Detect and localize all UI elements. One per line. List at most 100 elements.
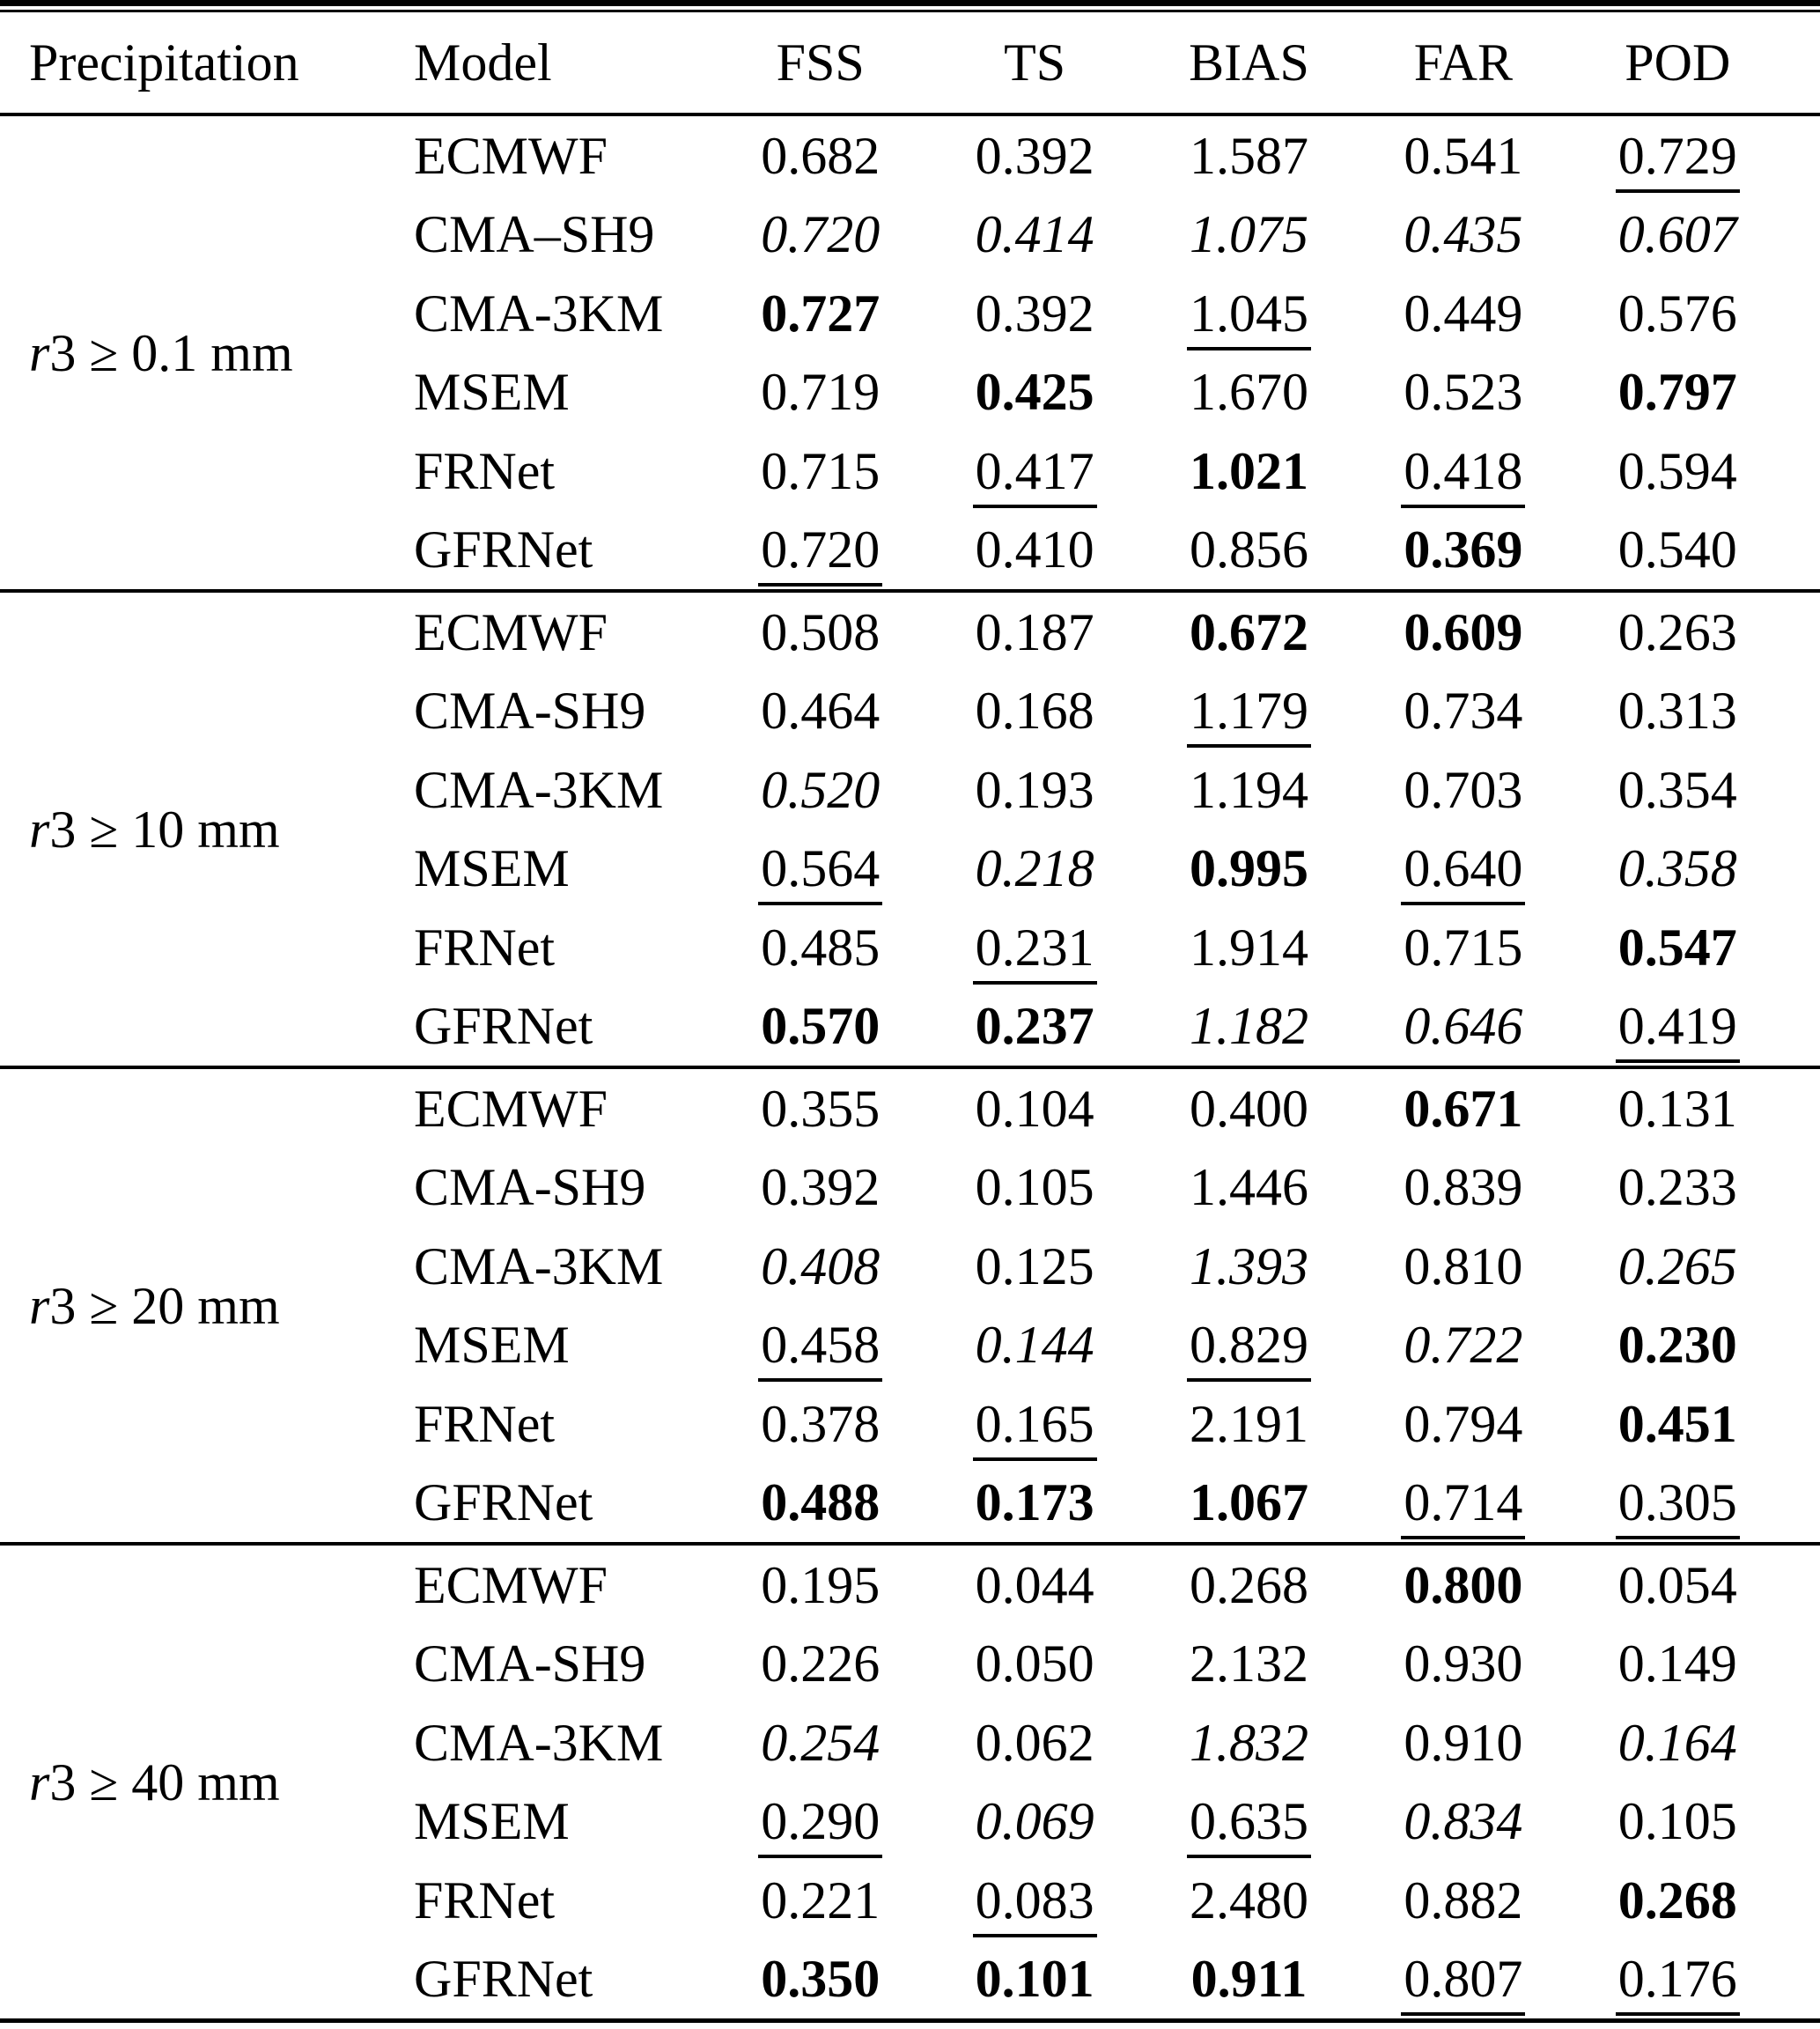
metric-value: 0.313 xyxy=(1617,682,1737,741)
metric-value: 0.541 xyxy=(1404,126,1523,185)
metric-value: 0.083 xyxy=(927,1861,1141,1940)
metric-value: 1.179 xyxy=(1142,672,1356,751)
model-name: GFRNet xyxy=(414,520,593,579)
model-name: FRNet xyxy=(414,918,556,977)
table-top-rule-gap xyxy=(0,6,1820,10)
model-name: MSEM xyxy=(414,1316,570,1375)
metric-value: 0.435 xyxy=(1404,205,1523,264)
metric-value: 0.671 xyxy=(1404,1079,1523,1138)
metric-value: 0.547 xyxy=(1617,918,1737,977)
metric-value: 0.727 xyxy=(761,284,881,343)
metric-value: 0.882 xyxy=(1404,1870,1523,1929)
metric-value: 0.570 xyxy=(761,997,881,1056)
metric-value: 0.839 xyxy=(1404,1158,1523,1217)
metric-value: 0.703 xyxy=(1404,760,1523,819)
metric-value: 0.408 xyxy=(761,1236,881,1295)
model-name: ECMWF xyxy=(414,602,608,661)
metric-value: 0.392 xyxy=(975,284,1094,343)
metric-value: 0.263 xyxy=(1617,602,1737,661)
metric-value: 0.218 xyxy=(975,839,1094,898)
metric-value: 0.672 xyxy=(1189,602,1308,661)
metric-value: 1.182 xyxy=(1189,997,1308,1056)
model-name: FRNet xyxy=(414,1394,556,1453)
metric-value: 0.195 xyxy=(761,1555,881,1614)
metric-value: 0.719 xyxy=(761,363,881,422)
metric-value: 0.449 xyxy=(1404,284,1523,343)
column-header-model: Model xyxy=(414,33,552,92)
metric-value: 1.446 xyxy=(1189,1158,1308,1217)
model-name: CMA-3KM xyxy=(414,1236,664,1295)
metric-value: 0.488 xyxy=(761,1473,881,1532)
column-header-pod: POD xyxy=(1625,33,1731,92)
table-top-rule-thick xyxy=(0,0,1820,6)
metric-value: 1.075 xyxy=(1189,205,1308,264)
metric-value: 0.458 xyxy=(713,1306,927,1385)
metric-value: 0.350 xyxy=(761,1950,881,2009)
metric-value: 0.464 xyxy=(761,682,881,741)
column-header-far: FAR xyxy=(1413,33,1514,92)
metric-value: 0.520 xyxy=(761,760,881,819)
column-header-fss: FSS xyxy=(776,33,865,92)
metric-value: 0.392 xyxy=(761,1158,881,1217)
metric-value: 0.417 xyxy=(927,432,1141,511)
metric-value: 1.670 xyxy=(1189,363,1308,422)
model-name: ECMWF xyxy=(414,1079,608,1138)
metric-value: 0.640 xyxy=(1356,830,1570,909)
model-name: MSEM xyxy=(414,839,570,898)
metric-value: 1.194 xyxy=(1189,760,1308,819)
model-name: CMA–SH9 xyxy=(414,205,655,264)
metric-value: 0.050 xyxy=(975,1634,1094,1693)
metric-value: 1.393 xyxy=(1189,1236,1308,1295)
metric-value: 0.720 xyxy=(713,511,927,590)
metric-value: 0.062 xyxy=(975,1713,1094,1772)
model-name: MSEM xyxy=(414,1792,570,1851)
metric-value: 0.564 xyxy=(713,830,927,909)
metric-value: 0.054 xyxy=(1617,1555,1737,1614)
metric-value: 0.911 xyxy=(1190,1950,1308,2009)
metric-value: 0.231 xyxy=(927,908,1141,987)
metric-value: 0.800 xyxy=(1404,1555,1523,1614)
metric-value: 0.358 xyxy=(1617,839,1737,898)
metric-value: 0.187 xyxy=(975,602,1094,661)
table-bottom-rule xyxy=(0,2018,1820,2023)
metric-value: 0.125 xyxy=(975,1236,1094,1295)
metric-value: 0.594 xyxy=(1617,441,1737,500)
metric-value: 0.807 xyxy=(1356,1940,1570,2019)
model-name: CMA-SH9 xyxy=(414,1158,646,1217)
metric-value: 0.168 xyxy=(975,682,1094,741)
metric-value: 0.682 xyxy=(761,126,881,185)
metric-value: 0.230 xyxy=(1617,1316,1737,1375)
metric-value: 0.714 xyxy=(1356,1464,1570,1543)
metric-value: 1.067 xyxy=(1189,1473,1308,1532)
metric-value: 0.101 xyxy=(975,1950,1094,2009)
metric-value: 0.419 xyxy=(1571,987,1785,1066)
metric-value: 0.254 xyxy=(761,1713,881,1772)
metric-value: 0.485 xyxy=(761,918,881,977)
metric-value: 0.995 xyxy=(1189,839,1308,898)
metric-value: 0.165 xyxy=(927,1384,1141,1464)
metric-value: 0.392 xyxy=(975,126,1094,185)
metric-value: 2.191 xyxy=(1189,1394,1308,1453)
metric-value: 0.720 xyxy=(761,205,881,264)
metric-value: 0.400 xyxy=(1189,1079,1308,1138)
metric-value: 0.540 xyxy=(1617,520,1737,579)
metric-value: 0.607 xyxy=(1617,205,1737,264)
model-name: GFRNet xyxy=(414,1950,593,2009)
metric-value: 1.045 xyxy=(1142,274,1356,353)
metric-value: 0.173 xyxy=(975,1473,1094,1532)
metric-value: 0.149 xyxy=(1617,1634,1737,1693)
metric-value: 0.418 xyxy=(1356,432,1570,511)
metric-value: 0.226 xyxy=(761,1634,881,1693)
metric-value: 0.576 xyxy=(1617,284,1737,343)
metric-value: 0.044 xyxy=(975,1555,1094,1614)
metric-value: 0.221 xyxy=(761,1870,881,1929)
metric-value: 2.480 xyxy=(1189,1870,1308,1929)
metric-value: 0.523 xyxy=(1404,363,1523,422)
